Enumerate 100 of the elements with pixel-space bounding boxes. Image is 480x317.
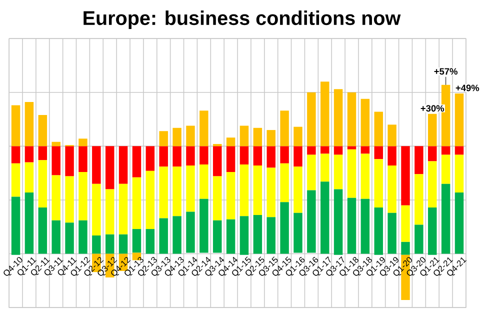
- bar: [360, 146, 370, 154]
- bar: [146, 229, 155, 254]
- bar: [38, 115, 48, 146]
- bar: [307, 92, 316, 146]
- bar: [200, 146, 208, 165]
- bar: [212, 220, 222, 253]
- bar: [401, 242, 410, 256]
- bar: [320, 146, 330, 154]
- bar: [388, 124, 396, 146]
- bar: [52, 142, 60, 146]
- bar: [441, 146, 450, 155]
- bar: [65, 222, 74, 254]
- bar: [280, 164, 289, 202]
- bar: [266, 130, 276, 146]
- bar: [132, 178, 142, 230]
- bar: [52, 146, 60, 176]
- bar: [307, 190, 316, 253]
- bar: [307, 154, 316, 190]
- bar: [334, 154, 343, 190]
- bar: [401, 206, 410, 242]
- bar: [414, 224, 424, 254]
- bar: [172, 146, 182, 167]
- data-label: +57%: [434, 68, 458, 75]
- bar: [240, 216, 249, 256]
- bar: [454, 192, 464, 254]
- bar: [38, 160, 48, 208]
- bar: [212, 146, 222, 176]
- bar: [200, 110, 208, 146]
- chart-title: Europe: business conditions now: [84, 10, 401, 30]
- bar: [78, 146, 88, 172]
- bar: [454, 154, 464, 193]
- bar: [347, 150, 356, 198]
- bar: [65, 176, 74, 223]
- bar: [11, 146, 20, 164]
- bar: [253, 146, 262, 166]
- bar: [11, 105, 20, 146]
- bar: [118, 184, 128, 235]
- bar: [11, 164, 20, 197]
- bar: [226, 172, 236, 220]
- bar: [78, 172, 88, 221]
- bar: [320, 154, 330, 182]
- bar: [159, 166, 168, 218]
- bar: [38, 146, 48, 160]
- bar: [428, 114, 437, 146]
- bar: [118, 146, 128, 184]
- bar: [52, 175, 60, 221]
- bar: [38, 208, 48, 254]
- bar: [78, 138, 88, 146]
- bar: [200, 199, 208, 253]
- bar: [294, 146, 302, 167]
- bar: [159, 131, 168, 146]
- bar: [388, 146, 396, 166]
- bar: [360, 99, 370, 146]
- bar: [294, 213, 302, 253]
- bar: [253, 215, 262, 254]
- bar: [24, 162, 34, 193]
- bar: [105, 189, 114, 235]
- bar: [24, 146, 34, 162]
- bar: [78, 220, 88, 254]
- bar: [24, 192, 34, 254]
- bar: [226, 146, 236, 172]
- bar: [172, 216, 182, 254]
- bar: [212, 176, 222, 221]
- bar: [334, 189, 343, 256]
- bar: [118, 234, 128, 254]
- bar: [374, 146, 383, 160]
- bar: [414, 174, 424, 225]
- bar: [401, 146, 410, 206]
- bar: [92, 184, 101, 236]
- bar: [172, 128, 182, 146]
- bar: [159, 218, 168, 254]
- bar: [186, 212, 195, 253]
- bar: [186, 166, 195, 212]
- bar: [146, 171, 155, 230]
- bar: [52, 220, 60, 254]
- bar: [428, 161, 437, 208]
- bar: [159, 146, 168, 167]
- bar: [11, 196, 20, 256]
- bar: [132, 146, 142, 178]
- bar: [240, 146, 249, 165]
- bar: [186, 146, 195, 166]
- bar: [388, 213, 396, 254]
- bar: [65, 146, 74, 176]
- bar: [388, 166, 396, 214]
- bar: [428, 146, 437, 162]
- bar: [454, 94, 464, 146]
- bar: [226, 138, 236, 146]
- bar: [347, 146, 356, 150]
- bar: [441, 184, 450, 254]
- bar: [374, 112, 383, 146]
- bar: [414, 146, 424, 174]
- bar: [105, 234, 114, 254]
- bar: [307, 146, 316, 155]
- bar: [280, 202, 289, 254]
- bar: [294, 166, 302, 214]
- bar: [320, 182, 330, 254]
- bar: [280, 146, 289, 164]
- bar: [240, 126, 249, 146]
- bar: [320, 82, 330, 146]
- bar: [240, 164, 249, 216]
